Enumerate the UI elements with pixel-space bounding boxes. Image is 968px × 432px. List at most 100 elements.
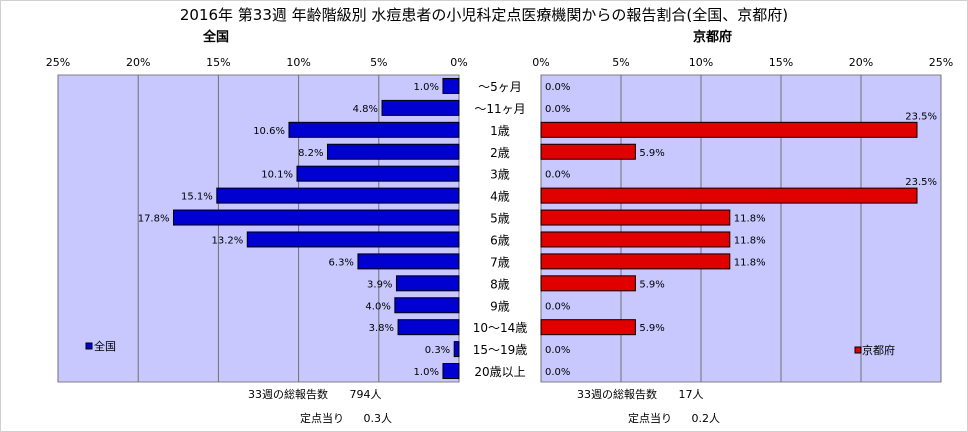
kyoto-bar — [540, 231, 731, 248]
kyoto-per-value: 0.2人 — [691, 412, 721, 425]
national-per-row: 定点当り 0.3人 — [300, 410, 392, 426]
national-bar — [326, 143, 460, 160]
age-category-label: ～11ヶ月 — [474, 102, 525, 116]
age-category-label: 20歳以上 — [474, 365, 525, 379]
kyoto-tick-label: 25% — [929, 56, 953, 69]
age-category-label: 1歳 — [490, 124, 510, 138]
national-bar — [357, 253, 460, 270]
kyoto-data-label: 23.5% — [905, 177, 937, 188]
national-data-label: 15.1% — [181, 192, 213, 203]
national-bar — [397, 319, 460, 336]
national-data-label: 6.3% — [329, 257, 354, 268]
kyoto-data-label: 0.0% — [545, 345, 570, 356]
kyoto-bars: 0.0% 0.0% 23.5% 5.9% 0.0% 23.5% 11.8% 11.8% 11.8… — [540, 82, 937, 378]
national-bar — [442, 363, 460, 380]
national-data-label: 3.9% — [367, 279, 392, 290]
national-bar — [381, 99, 460, 116]
kyoto-total-row: 33週の総報告数 17人 — [577, 386, 704, 402]
kyoto-bar — [540, 275, 636, 292]
kyoto-tick-label: 10% — [689, 56, 713, 69]
national-tick-label: 15% — [206, 56, 230, 69]
national-data-label: 10.1% — [261, 170, 293, 181]
national-data-label: 0.3% — [425, 345, 450, 356]
national-tick-label: 25% — [46, 56, 70, 69]
kyoto-bar — [540, 209, 731, 226]
national-data-label: 10.6% — [253, 126, 285, 137]
national-data-label: 17.8% — [138, 214, 170, 225]
kyoto-plot-area — [540, 74, 942, 383]
national-bar — [172, 209, 460, 226]
age-category-label: 3歳 — [490, 168, 510, 182]
national-tick-label: 10% — [286, 56, 310, 69]
national-panel-title: 全国 — [203, 30, 230, 45]
age-category-label: ～5ヶ月 — [478, 80, 522, 94]
national-data-label: 1.0% — [414, 367, 439, 378]
kyoto-x-axis: 0% 5% 10% 15% 20% 25% — [532, 56, 953, 69]
kyoto-per-row: 定点当り 0.2人 — [628, 410, 720, 426]
legends: 全国 京都府 — [85, 339, 895, 357]
age-category-label: 8歳 — [490, 277, 510, 291]
kyoto-tick-label: 5% — [612, 56, 629, 69]
national-per-label: 定点当り — [300, 412, 344, 425]
kyoto-total-label: 33週の総報告数 — [577, 388, 657, 401]
kyoto-tick-label: 15% — [769, 56, 793, 69]
kyoto-legend-label: 京都府 — [862, 343, 895, 357]
kyoto-data-label: 0.0% — [545, 301, 570, 312]
national-data-label: 3.8% — [369, 323, 394, 334]
national-per-value: 0.3人 — [363, 412, 393, 425]
kyoto-data-label: 11.8% — [734, 257, 766, 268]
national-bar — [394, 297, 460, 314]
national-tick-label: 20% — [126, 56, 150, 69]
national-total-value: 794人 — [349, 388, 382, 401]
kyoto-data-label: 0.0% — [545, 82, 570, 93]
national-data-label: 4.0% — [365, 301, 390, 312]
kyoto-bar — [540, 187, 918, 204]
chart-title: 2016年 第33週 年齢階級別 水痘患者の小児科定点医療機関からの報告割合(全… — [179, 6, 789, 24]
national-bar — [395, 275, 460, 292]
kyoto-bar — [540, 143, 636, 160]
national-tick-label: 5% — [370, 56, 387, 69]
age-category-label: 15～19歳 — [473, 343, 528, 357]
age-category-label: 7歳 — [490, 255, 510, 269]
kyoto-data-label: 23.5% — [905, 111, 937, 122]
kyoto-data-label: 5.9% — [639, 148, 664, 159]
national-legend-swatch — [85, 342, 93, 350]
age-category-label: 5歳 — [490, 212, 510, 226]
kyoto-per-label: 定点当り — [628, 412, 672, 425]
national-x-axis: 25% 20% 15% 10% 5% 0% — [46, 56, 468, 69]
kyoto-data-label: 5.9% — [639, 323, 664, 334]
age-category-label: 6歳 — [490, 233, 510, 247]
national-bar — [296, 165, 460, 182]
national-legend-label: 全国 — [94, 339, 116, 353]
age-category-label: 9歳 — [490, 299, 510, 313]
national-data-label: 13.2% — [211, 235, 243, 246]
kyoto-data-label: 5.9% — [639, 279, 664, 290]
national-bars: 1.0% 4.8% 10.6% 8.2% 10.1% 15.1% 17.8% 13.2% 6.3… — [138, 77, 460, 380]
kyoto-data-label: 11.8% — [734, 235, 766, 246]
kyoto-bar — [540, 253, 731, 270]
national-plot-area — [57, 74, 460, 383]
national-total-label: 33週の総報告数 — [248, 388, 328, 401]
national-bar — [453, 341, 460, 358]
national-bar — [246, 231, 460, 248]
national-data-label: 8.2% — [298, 148, 323, 159]
national-tick-label: 0% — [450, 56, 467, 69]
kyoto-total-value: 17人 — [678, 388, 704, 401]
kyoto-data-label: 0.0% — [545, 104, 570, 115]
national-bar — [216, 187, 460, 204]
age-category-labels: ～5ヶ月 ～11ヶ月 1歳 2歳 3歳 4歳 5歳 6歳 7歳 8歳 9歳 10～14歳 15～19歳 2… — [473, 80, 528, 379]
national-bar — [442, 77, 460, 94]
kyoto-bar — [540, 121, 918, 138]
kyoto-data-label: 11.8% — [734, 214, 766, 225]
kyoto-tick-label: 20% — [849, 56, 873, 69]
national-data-label: 4.8% — [353, 104, 378, 115]
kyoto-tick-label: 0% — [532, 56, 549, 69]
national-data-label: 1.0% — [414, 82, 439, 93]
age-category-label: 10～14歳 — [473, 321, 528, 335]
national-bar — [288, 121, 460, 138]
kyoto-data-label: 0.0% — [545, 367, 570, 378]
kyoto-bar — [540, 319, 636, 336]
kyoto-panel-title: 京都府 — [693, 30, 733, 45]
age-category-label: 2歳 — [490, 146, 510, 160]
